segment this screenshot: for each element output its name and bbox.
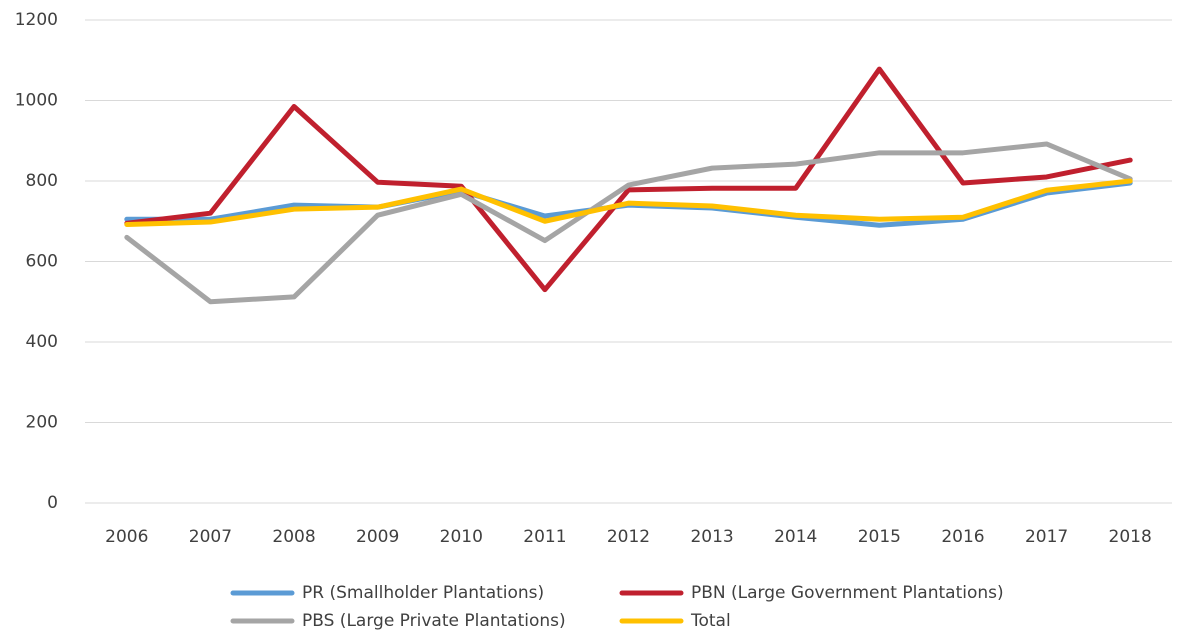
y-tick-label: 400 (26, 332, 58, 352)
x-tick-label: 2013 (690, 527, 733, 547)
x-tick-label: 2007 (189, 527, 232, 547)
x-tick-label: 2015 (858, 527, 901, 547)
series-line (124, 141, 1133, 305)
x-tick-label: 2011 (523, 527, 566, 547)
series-line (124, 66, 1133, 293)
legend-label: Total (690, 611, 731, 631)
x-tick-label: 2014 (774, 527, 817, 547)
x-tick-label: 2017 (1025, 527, 1068, 547)
y-tick-label: 1200 (15, 10, 58, 30)
x-tick-label: 2012 (607, 527, 650, 547)
x-tick-label: 2016 (941, 527, 984, 547)
legend-label: PBN (Large Government Plantations) (691, 583, 1004, 603)
y-tick-label: 0 (47, 493, 58, 513)
y-tick-label: 1000 (15, 91, 58, 111)
legend-label: PBS (Large Private Plantations) (302, 611, 566, 631)
legend-label: PR (Smallholder Plantations) (302, 583, 544, 603)
x-tick-label: 2009 (356, 527, 399, 547)
x-tick-label: 2008 (272, 527, 315, 547)
y-tick-label: 200 (26, 413, 58, 433)
y-tick-label: 600 (26, 252, 58, 272)
x-tick-label: 2006 (105, 527, 148, 547)
x-tick-label: 2018 (1109, 527, 1152, 547)
y-tick-label: 800 (26, 171, 58, 191)
series-line (124, 178, 1133, 227)
x-tick-label: 2010 (440, 527, 483, 547)
